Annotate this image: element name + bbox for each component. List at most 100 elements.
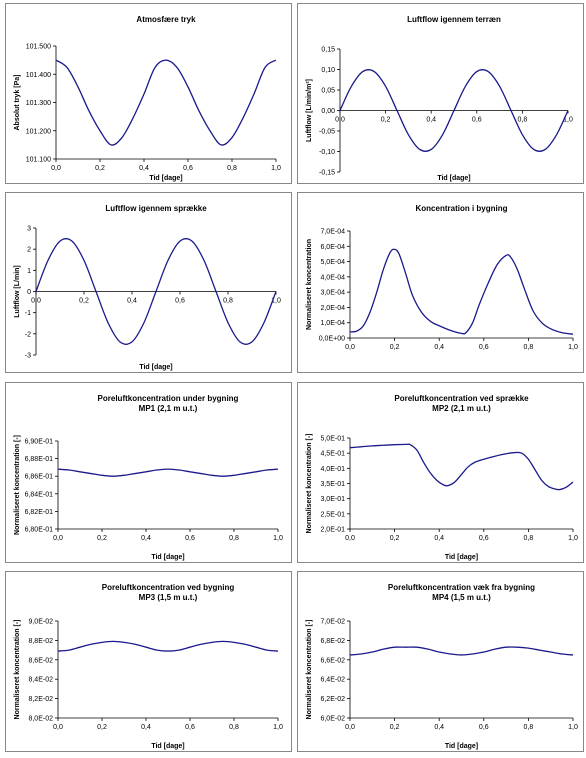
- x-tick-label: 1,0: [568, 344, 578, 351]
- chart-title: Poreluftkoncentration ved sprække: [394, 394, 529, 403]
- chart-svg: Poreluftkoncentration væk fra bygningMP4…: [306, 583, 578, 750]
- y-tick-label: 3: [27, 226, 31, 233]
- y-tick-label: 0,10: [321, 67, 335, 74]
- chart-svg: Luftflow igennem terræn-0,15-0,10-0,050,…: [306, 15, 573, 182]
- x-tick-label: 0,4: [434, 724, 444, 731]
- x-tick-label: 0,6: [185, 535, 195, 542]
- series-line: [349, 646, 574, 656]
- x-tick-label: 0,4: [141, 535, 151, 542]
- y-tick-label: 101.300: [26, 100, 51, 107]
- x-tick-label: 1,0: [563, 117, 573, 124]
- x-tick-label: 0,2: [97, 535, 107, 542]
- chart-panel-7: Poreluftkoncentration ved bygning MP3 (1,…: [5, 571, 292, 752]
- y-tick-label: 8,0E-02: [28, 716, 53, 723]
- x-tick-label: 0,0: [51, 165, 61, 172]
- y-axis-label: Absolut tryk [Pa]: [14, 74, 21, 130]
- x-tick-label: 1,0: [271, 298, 281, 305]
- y-tick-label: 0,15: [321, 47, 335, 54]
- y-axis-label: Normaliseret koncentration [-]: [14, 435, 21, 535]
- y-tick-label: 7,0E-02: [320, 619, 345, 626]
- y-tick-label: 0: [27, 289, 31, 296]
- x-tick-label: 0,0: [53, 535, 63, 542]
- x-tick-label: 0,8: [223, 298, 233, 305]
- y-tick-label: 8,8E-02: [28, 638, 53, 645]
- x-tick-label: 0,8: [227, 165, 237, 172]
- x-axis-label: Tid [dage]: [149, 175, 182, 182]
- x-tick-label: 0,4: [434, 344, 444, 351]
- y-tick-label: 1: [27, 268, 31, 275]
- y-tick-label: 101.100: [26, 157, 51, 164]
- y-tick-label: 3,5E-01: [320, 481, 345, 488]
- y-tick-label: 6,82E-01: [25, 509, 54, 516]
- y-tick-label: 5,0E-01: [320, 436, 345, 443]
- chart-panel-8: Poreluftkoncentration væk fra bygning MP4…: [297, 571, 584, 752]
- y-tick-label: -1: [25, 310, 31, 317]
- y-tick-label: 6,8E-02: [320, 638, 345, 645]
- y-tick-label: 2,5E-01: [320, 511, 345, 518]
- x-tick-label: 0,6: [472, 117, 482, 124]
- y-tick-label: 0,05: [321, 88, 335, 95]
- y-tick-label: 101.500: [26, 44, 51, 51]
- chart-title: Koncentration i bygning: [416, 204, 508, 213]
- x-tick-label: 0,0: [345, 535, 355, 542]
- series-line: [349, 443, 574, 491]
- y-axis-label: Normaliseret koncentration [-]: [306, 434, 313, 534]
- x-axis-label: Tid [dage]: [445, 743, 478, 750]
- x-tick-label: 0,2: [79, 298, 89, 305]
- y-tick-label: 3,0E-01: [320, 496, 345, 503]
- y-tick-label: 4,0E-01: [320, 466, 345, 473]
- chart-svg: Atmosfære tryk 101.100 101.200 101.300 101.4…: [14, 15, 281, 182]
- x-tick-label: 1,0: [271, 165, 281, 172]
- x-tick-label: 0,2: [95, 165, 105, 172]
- x-tick-label: 1,0: [568, 535, 578, 542]
- x-tick-label: 0,4: [141, 724, 151, 731]
- y-tick-label: 4,5E-01: [320, 451, 345, 458]
- x-tick-label: 1,0: [273, 535, 283, 542]
- chart-panel-4: Koncentration i bygning 0,0E+00 1,0E-04 2,0…: [297, 192, 584, 373]
- x-axis-label: Tid [dage]: [437, 175, 470, 182]
- x-tick-label: 0,2: [390, 724, 400, 731]
- x-axis-label: Tid [dage]: [445, 554, 478, 561]
- x-tick-label: 1,0: [568, 724, 578, 731]
- y-axis-label: Normaliseret koncentration: [306, 239, 313, 330]
- x-tick-label: 0,4: [434, 535, 444, 542]
- x-tick-label: 0,6: [479, 724, 489, 731]
- series-line: [57, 468, 279, 477]
- x-tick-label: 0,2: [390, 344, 400, 351]
- y-tick-label: 8,2E-02: [28, 696, 53, 703]
- y-tick-label: 0,0E+00: [319, 336, 345, 343]
- chart-svg: Koncentration i bygning 0,0E+00 1,0E-04 2,0…: [306, 204, 578, 351]
- x-tick-label: 0,6: [183, 165, 193, 172]
- y-tick-label: 101.400: [26, 72, 51, 79]
- y-tick-label: 7,0E-04: [320, 229, 345, 236]
- y-tick-label: 8,4E-02: [28, 677, 53, 684]
- chart-title: Atmosfære tryk: [136, 15, 196, 24]
- chart-panel-3: Luftflow igennem sprække -3 -2 -1 0 1 2 3 0,0 0,2…: [5, 192, 292, 373]
- x-tick-label: 0,6: [479, 344, 489, 351]
- x-tick-label: 0,0: [345, 344, 355, 351]
- series-line: [349, 248, 574, 335]
- y-tick-label: 2,0E-01: [320, 527, 345, 534]
- y-tick-label: 6,4E-02: [320, 677, 345, 684]
- x-tick-label: 0,2: [97, 724, 107, 731]
- series-line: [35, 238, 277, 345]
- series-line: [55, 59, 277, 146]
- x-tick-label: 0,4: [426, 117, 436, 124]
- chart-title: Poreluftkoncentration væk fra bygning: [388, 583, 535, 592]
- y-tick-label: -0,10: [319, 149, 335, 156]
- series-line: [57, 640, 279, 652]
- x-tick-label: 0,0: [53, 724, 63, 731]
- x-tick-label: 0,0: [335, 117, 345, 124]
- x-tick-label: 0,2: [381, 117, 391, 124]
- y-tick-label: -0,15: [319, 170, 335, 177]
- y-tick-label: 4,0E-04: [320, 274, 345, 281]
- y-axis-label: Luftflow [L/min/m²]: [306, 79, 313, 142]
- y-tick-label: 6,6E-02: [320, 657, 345, 664]
- x-tick-label: 0,8: [229, 535, 239, 542]
- y-tick-label: 2,0E-04: [320, 305, 345, 312]
- chart-title: Poreluftkoncentration under bygning: [98, 394, 239, 403]
- y-tick-label: 6,88E-01: [25, 456, 54, 463]
- y-tick-label: 6,0E-02: [320, 716, 345, 723]
